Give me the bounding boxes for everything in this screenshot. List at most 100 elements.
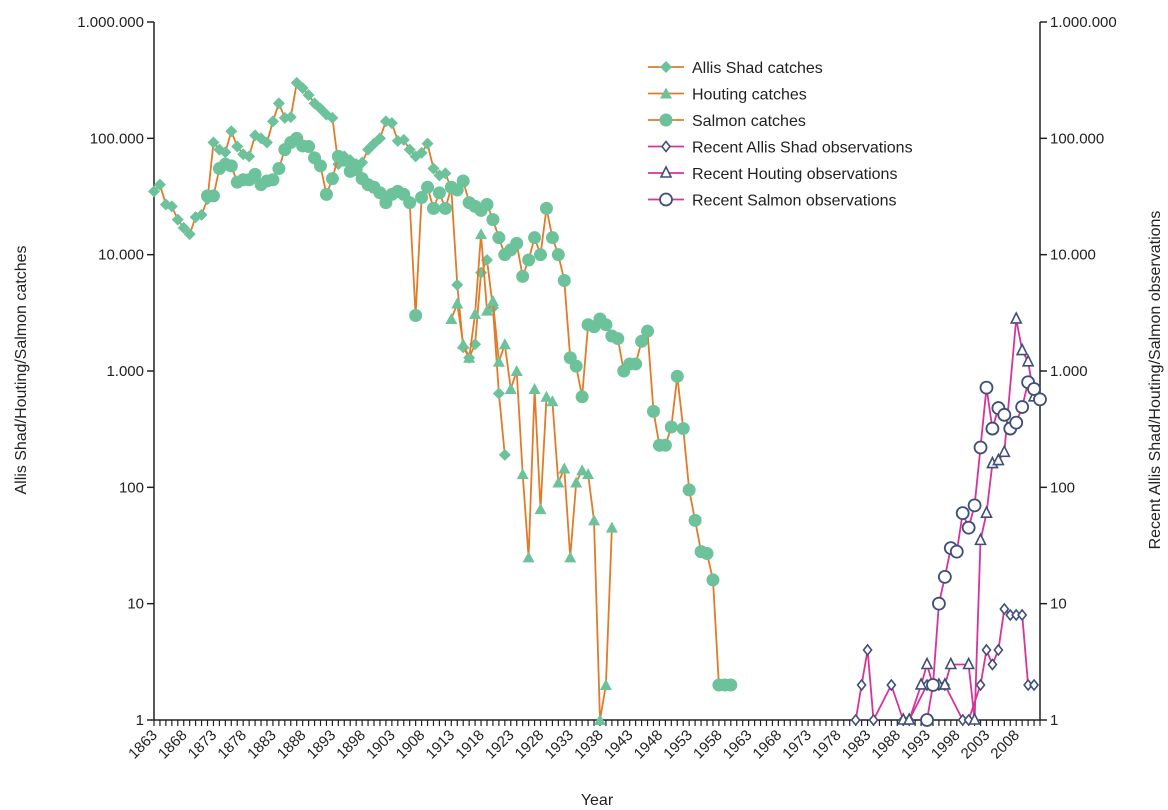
y-tick-label-left: 10 [127, 596, 144, 613]
series-layer [148, 77, 1046, 726]
data-point [665, 421, 678, 434]
data-point [552, 477, 564, 488]
data-point [977, 680, 985, 690]
x-tick-label: 1943 [601, 727, 637, 763]
data-point [492, 231, 505, 244]
data-point [267, 115, 279, 127]
y-tick-label-left: 1.000 [106, 363, 144, 380]
data-point [922, 658, 932, 668]
data-point [445, 313, 457, 324]
x-tick-label: 1958 [690, 727, 726, 763]
data-point [475, 228, 487, 239]
y-tick-label-right: 1 [1050, 712, 1058, 729]
y-axis-title-left: Allis Shad/Houting/Salmon catches [13, 245, 30, 494]
data-point [975, 441, 987, 453]
y-tick-label-left: 1 [136, 712, 144, 729]
data-point [933, 598, 945, 610]
x-tick-label: 1863 [125, 727, 161, 763]
x-tick-label: 1948 [631, 727, 667, 763]
legend-item: Recent Allis Shad observations [648, 140, 913, 157]
x-tick-label: 1923 [482, 727, 518, 763]
y-tick-label-right: 10.000 [1050, 247, 1096, 264]
data-point [963, 522, 975, 534]
data-point [927, 679, 939, 691]
data-point [516, 270, 529, 283]
data-point [659, 439, 672, 452]
x-tick-label: 1868 [155, 727, 191, 763]
data-point [982, 645, 990, 655]
data-point [1034, 393, 1046, 405]
y-tick-label-right: 10 [1050, 596, 1067, 613]
data-point [969, 499, 981, 511]
data-point [671, 370, 684, 383]
legend-label: Salmon catches [692, 113, 806, 130]
data-point [421, 181, 434, 194]
data-point [207, 189, 220, 202]
data-point [535, 503, 547, 514]
data-point [505, 383, 517, 394]
data-point [558, 463, 570, 474]
data-point [1010, 417, 1022, 429]
legend-item: Recent Houting observations [648, 166, 897, 183]
legend-item: Salmon catches [648, 113, 806, 130]
x-tick-label: 1928 [512, 727, 548, 763]
data-point [689, 514, 702, 527]
x-tick-label: 1953 [660, 727, 696, 763]
data-point [338, 154, 351, 167]
y-tick-label-left: 100.000 [90, 130, 144, 147]
data-point [517, 468, 529, 479]
y-tick-label-right: 1.000 [1050, 363, 1088, 380]
x-tick-label: 1963 [720, 727, 756, 763]
data-point [225, 159, 238, 172]
data-point [976, 534, 986, 544]
data-point [852, 715, 860, 725]
data-point [998, 409, 1010, 421]
data-point [480, 198, 493, 211]
y-tick-label-right: 100 [1050, 479, 1075, 496]
data-point [683, 483, 696, 496]
data-point [864, 645, 872, 655]
axes-layer: 1 1 10 10 100 100 1.000 1.000 10.000 10.000 100.00… [77, 14, 1116, 762]
series-recent-houting-observations [898, 313, 1039, 724]
data-point [457, 174, 470, 187]
data-point [1011, 313, 1021, 323]
data-point [576, 390, 589, 403]
data-point [493, 356, 505, 367]
y-tick-label-left: 1.000.000 [77, 14, 144, 31]
legend-label: Recent Allis Shad observations [692, 140, 913, 157]
data-point [486, 213, 499, 226]
legend-item: Recent Salmon observations [648, 193, 897, 210]
series-line [856, 609, 1034, 720]
data-point [552, 248, 565, 261]
series-allis-shad-catches [148, 77, 511, 461]
data-point [660, 194, 672, 206]
x-tick-label: 1978 [809, 727, 845, 763]
data-point [403, 196, 416, 209]
data-point [528, 231, 541, 244]
data-point [511, 365, 523, 376]
data-point [499, 338, 511, 349]
data-point [546, 231, 559, 244]
legend-label: Recent Salmon observations [692, 193, 897, 210]
data-point [647, 405, 660, 418]
legend-item: Houting catches [648, 87, 807, 104]
data-point [600, 679, 612, 690]
x-tick-label: 1973 [779, 727, 815, 763]
data-point [564, 551, 576, 562]
data-point [422, 138, 434, 150]
data-point [946, 658, 956, 668]
data-point [1017, 345, 1027, 355]
data-point [522, 253, 535, 266]
data-point [326, 172, 339, 185]
data-point [599, 318, 612, 331]
data-point [988, 659, 996, 669]
legend: Allis Shad catches Houting catches Salmon … [648, 60, 913, 210]
data-point [558, 274, 571, 287]
data-point [629, 357, 642, 370]
data-point [951, 546, 963, 558]
data-point [523, 551, 535, 562]
y-tick-label-left: 100 [119, 479, 144, 496]
data-point [510, 237, 523, 250]
x-tick-label: 1993 [898, 727, 934, 763]
